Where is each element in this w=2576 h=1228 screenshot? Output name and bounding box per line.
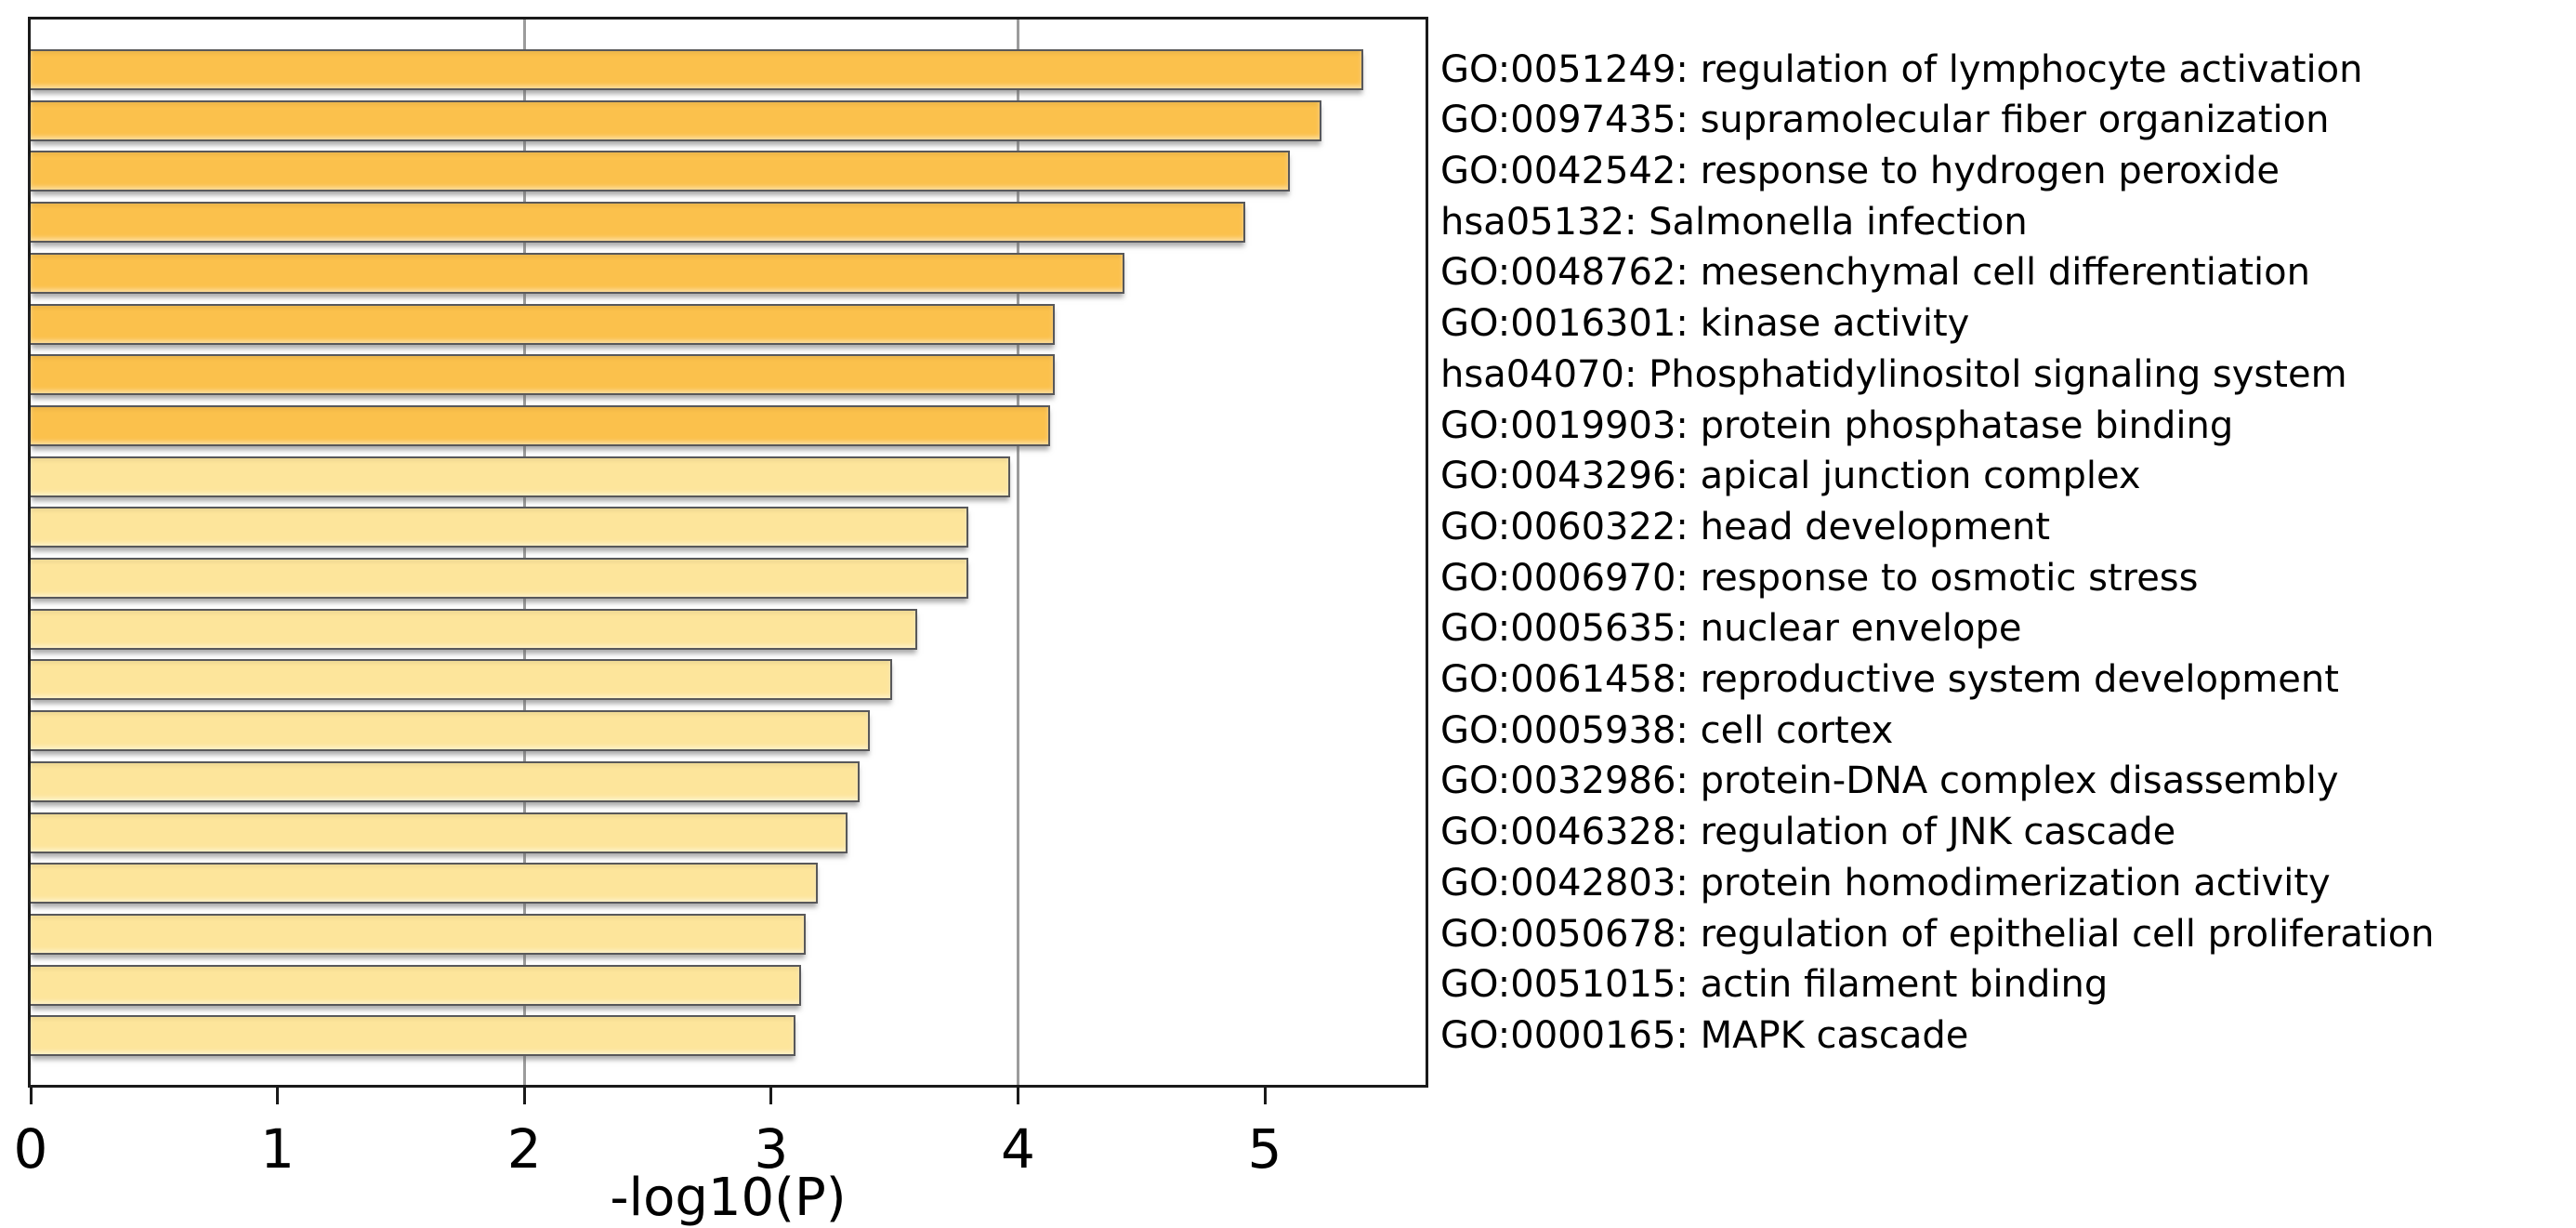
category-label: GO:0032986: protein-DNA complex disassem…	[1440, 759, 2339, 803]
bar	[31, 354, 1056, 396]
x-tick-label: 2	[506, 1117, 542, 1181]
bar	[31, 863, 819, 904]
category-label: GO:0000165: MAPK cascade	[1440, 1013, 1969, 1057]
category-label: GO:0042803: protein homodimerization act…	[1440, 861, 2331, 904]
category-label: GO:0051249: regulation of lymphocyte act…	[1440, 47, 2363, 91]
bar	[31, 1015, 796, 1057]
bar	[31, 99, 1322, 141]
x-tick-label: 1	[260, 1117, 296, 1181]
bar	[31, 659, 892, 701]
category-label: GO:0005938: cell cortex	[1440, 708, 1894, 752]
x-tick-mark	[29, 1088, 33, 1104]
bar	[31, 456, 1011, 497]
bar	[31, 558, 969, 599]
bar	[31, 49, 1364, 90]
bar	[31, 913, 806, 955]
category-label: GO:0043296: apical junction complex	[1440, 455, 2141, 498]
gridline-x-2	[522, 20, 526, 1085]
x-tick-mark	[522, 1088, 526, 1104]
bar	[31, 202, 1245, 244]
bar	[31, 760, 861, 802]
bar	[31, 710, 871, 752]
category-label: GO:0016301: kinase activity	[1440, 302, 1970, 346]
x-tick-label: 3	[754, 1117, 789, 1181]
x-tick-mark	[276, 1088, 280, 1104]
category-label: GO:0019903: protein phosphatase binding	[1440, 403, 2234, 447]
category-labels-column: GO:0051249: regulation of lymphocyte act…	[1440, 0, 2576, 1228]
category-label: GO:0046328: regulation of JNK cascade	[1440, 811, 2176, 854]
category-label: GO:0051015: actin filament binding	[1440, 963, 2109, 1007]
x-tick-mark	[1263, 1088, 1267, 1104]
bar	[31, 303, 1056, 345]
category-label: GO:0061458: reproductive system developm…	[1440, 658, 2339, 701]
x-tick-mark	[1016, 1088, 1019, 1104]
x-tick-mark	[769, 1088, 773, 1104]
category-label: GO:0005635: nuclear envelope	[1440, 607, 2022, 651]
bar	[31, 507, 969, 548]
plot-area	[28, 17, 1428, 1088]
bar	[31, 404, 1050, 446]
category-label: GO:0050678: regulation of epithelial cel…	[1440, 912, 2435, 956]
bar	[31, 812, 848, 853]
x-tick-label: 5	[1247, 1117, 1282, 1181]
category-label: hsa05132: Salmonella infection	[1440, 200, 2028, 244]
x-tick-label: 4	[1000, 1117, 1035, 1181]
bar	[31, 964, 801, 1006]
gridline-layer	[31, 20, 1426, 1085]
category-label: GO:0006970: response to osmotic stress	[1440, 556, 2199, 600]
category-label: GO:0048762: mesenchymal cell differentia…	[1440, 251, 2310, 295]
bars-layer	[31, 20, 1426, 1085]
bar	[31, 252, 1124, 294]
category-label: hsa04070: Phosphatidylinositol signaling…	[1440, 352, 2347, 396]
category-label: GO:0097435: supramolecular fiber organiz…	[1440, 99, 2330, 142]
category-label: GO:0042542: response to hydrogen peroxid…	[1440, 150, 2280, 192]
bar	[31, 151, 1290, 192]
gridline-x-4	[1016, 20, 1019, 1085]
category-label: GO:0060322: head development	[1440, 505, 2051, 548]
bar	[31, 608, 917, 650]
x-tick-label: 0	[13, 1117, 48, 1181]
x-axis-title: -log10(P)	[610, 1168, 847, 1228]
